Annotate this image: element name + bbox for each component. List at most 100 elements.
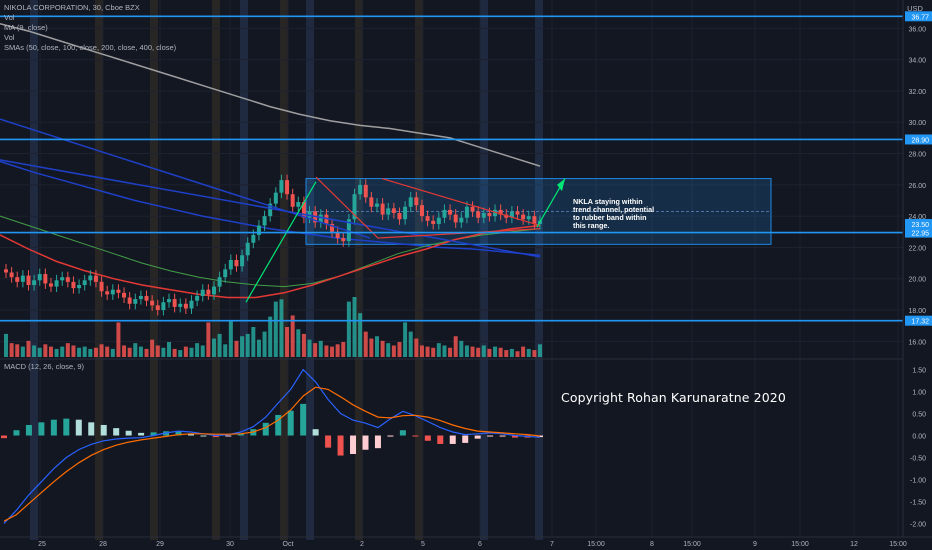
volume-bar (369, 338, 374, 357)
candle-body (155, 305, 160, 311)
candle-body (397, 213, 402, 220)
macd-histogram-bar (50, 419, 57, 436)
candle-body (32, 280, 37, 286)
macd-histogram-bar (1, 435, 7, 439)
price-label-tag (905, 134, 932, 145)
currency-label: USD (907, 4, 923, 13)
macd-histogram-bar (374, 435, 381, 449)
volume-bar (122, 345, 127, 357)
triangle-upper (381, 178, 541, 227)
macd-histogram-bar (424, 435, 431, 441)
candle-body (228, 259, 233, 270)
candle-body (60, 277, 65, 281)
candle-body (487, 213, 492, 217)
candle-body (481, 213, 486, 218)
candle-body (290, 194, 295, 207)
volume-bar (150, 339, 155, 357)
session-bands (30, 0, 543, 540)
candle-body (307, 211, 312, 218)
volume-bar (538, 344, 542, 357)
macd-tick-label: -1.00 (910, 477, 926, 484)
volume-bar (223, 344, 228, 357)
time-tick-label: 9 (753, 541, 757, 548)
macd-histogram-bar (275, 414, 282, 436)
macd-tick-label: -1.50 (910, 499, 926, 506)
candle-body (330, 223, 335, 232)
time-tick-label: 15:00 (683, 541, 701, 548)
candle-body (48, 283, 53, 287)
volume-bar (515, 351, 520, 357)
candle-body (352, 194, 357, 220)
session-band (535, 0, 543, 540)
candle-body (453, 214, 458, 223)
price-label-tag (905, 315, 932, 326)
time-tick-label: 30 (226, 541, 234, 548)
candle-body (15, 277, 20, 282)
candle-body (285, 180, 290, 195)
macd-histogram-bar (312, 429, 319, 436)
macd-legend[interactable]: MACD (12, 26, close, 9) (4, 362, 85, 371)
volume-bar (20, 346, 25, 357)
volume-bar (481, 345, 486, 357)
time-axis: 25 28 29 30 Oct 2 5 6 7 15:00 8 15:00 9 15:00 12 15:00 (0, 536, 932, 548)
copyright-text: Copyright Rohan Karunaratne 2020 (561, 390, 786, 405)
candle-body (116, 289, 121, 293)
price-tick-label: 16.00 (908, 339, 926, 346)
legend-vol-2[interactable]: Vol (4, 33, 15, 42)
candle-body (341, 238, 346, 242)
volume-bar (88, 348, 93, 357)
candle-body (54, 280, 59, 287)
volume-bar (324, 345, 329, 357)
time-tick-label: 15:00 (889, 541, 907, 548)
time-tick-label: 5 (421, 541, 425, 548)
macd-histogram-bar (13, 430, 20, 436)
candle-body (223, 269, 228, 278)
price-label-tag (905, 218, 932, 229)
volume-bar (397, 342, 402, 357)
legend-vol[interactable]: Vol (4, 13, 15, 22)
candle-body (183, 303, 188, 309)
volume-bar (133, 343, 138, 357)
legend-smas[interactable]: SMAs (50, close, 100, close, 200, close,… (4, 43, 177, 52)
price-label-tag (905, 227, 932, 238)
volume-bar (470, 346, 475, 357)
volume-bar (526, 348, 531, 357)
price-label-text: 36.77 (911, 14, 929, 21)
candle-body (251, 234, 256, 243)
macd-histogram-bar (487, 435, 494, 437)
session-band (306, 0, 314, 540)
time-tick-label: 12 (850, 541, 858, 548)
macd-histogram-bar (512, 435, 519, 438)
volume-bar (504, 350, 509, 357)
volume-bar (521, 346, 526, 357)
candle-body (211, 286, 216, 295)
candle-body (380, 203, 385, 215)
candle-body (509, 211, 514, 218)
macd-histogram-bar (462, 435, 469, 443)
session-band (415, 0, 423, 540)
symbol-title[interactable]: NIKOLA CORPORATION, 30, Cboe BZX (4, 3, 140, 12)
macd-histogram-bar (38, 422, 45, 436)
volume-bar (256, 339, 261, 357)
volume-bar (82, 346, 87, 357)
volume-bar (77, 347, 82, 357)
volume-bar (487, 348, 492, 357)
session-band (30, 0, 38, 540)
candle-body (71, 281, 76, 289)
macd-histogram-bar (75, 419, 82, 436)
legend-ma[interactable]: MA (9, close) (4, 23, 48, 32)
candle-body (26, 275, 31, 286)
candle-body (498, 209, 503, 215)
volume-bar (116, 322, 121, 357)
price-tick-label: 30.00 (908, 120, 926, 127)
candle-body (301, 202, 306, 218)
candle-body (318, 214, 323, 223)
volume-bar (268, 316, 273, 357)
volume-bar (296, 329, 301, 357)
volume-bar (167, 342, 172, 357)
volume-bar (32, 345, 37, 357)
price-tick-label: 36.00 (908, 26, 926, 33)
candle-body (77, 285, 82, 289)
candle-body (464, 206, 469, 218)
